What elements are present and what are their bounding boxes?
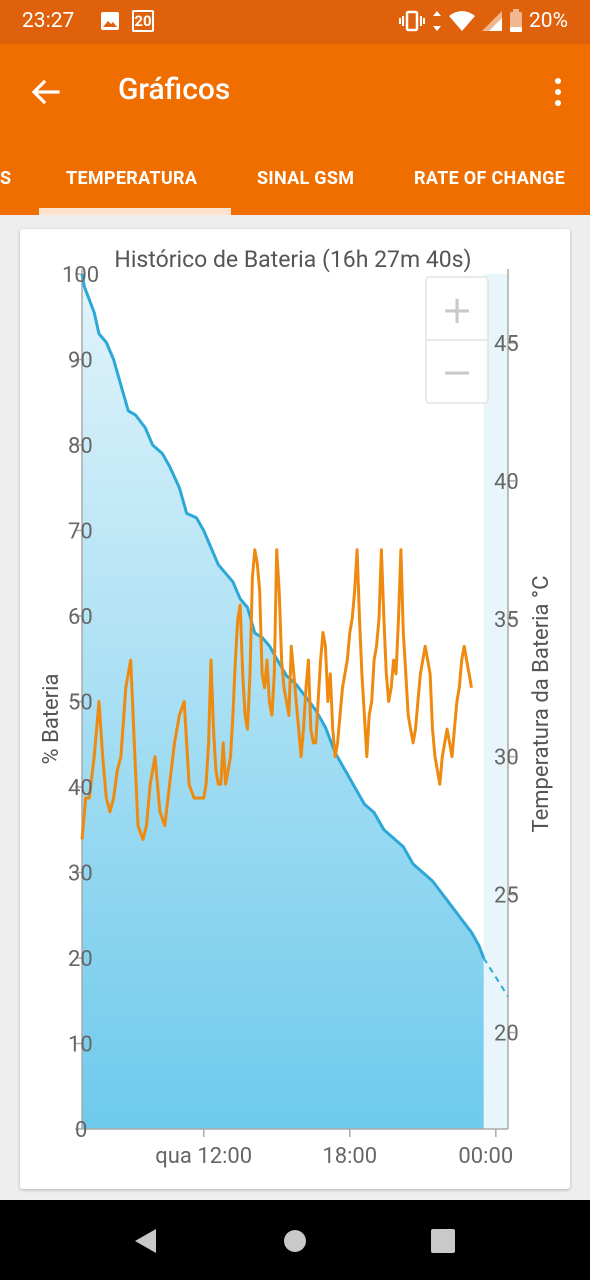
tab-partial[interactable]: S: [0, 168, 12, 189]
vibrate-icon: [399, 10, 425, 32]
y-tick-label: 10: [68, 1033, 93, 1058]
battery-area: [82, 274, 484, 1129]
y2-tick-label: 45: [494, 332, 519, 357]
battery-icon: [510, 9, 522, 32]
chart-card: 0 10 20 30 40 50 60 70 80 90 100 20 25 30 35 40 45 qua 12…: [20, 229, 570, 1189]
y-tick-label: 100: [62, 263, 99, 288]
zoom-controls: + −: [425, 276, 489, 404]
wifi-icon: [449, 11, 475, 31]
status-bar: 23:27 20 20%: [0, 0, 590, 44]
battery-history-chart[interactable]: 0 10 20 30 40 50 60 70 80 90 100 20 25 30 35 40 45 qua 12…: [20, 229, 570, 1189]
y2-tick-label: 20: [494, 1021, 519, 1046]
data-arrows-icon: [433, 11, 441, 31]
y-tick-label: 20: [68, 947, 93, 972]
zoom-out-button[interactable]: −: [441, 350, 473, 394]
battery-projection-line: [482, 957, 509, 998]
more-vert-icon[interactable]: [546, 72, 570, 112]
y-axis-label: % Bateria: [39, 674, 64, 765]
battery-series-line: [80, 273, 486, 959]
y-tick-label: 60: [68, 605, 93, 630]
temperature-series-line: [80, 548, 473, 841]
y-tick-label: 70: [68, 520, 93, 545]
y-tick-label: 90: [68, 349, 93, 374]
app-bar: Gráficos: [0, 44, 590, 138]
zoom-in-button[interactable]: +: [441, 288, 473, 332]
y2-tick-label: 30: [494, 746, 519, 771]
y-tick-label: 50: [68, 691, 93, 716]
y-tick-label: 30: [68, 862, 93, 887]
x-tick-label: 00:00: [458, 1144, 513, 1169]
projection-area: [483, 274, 508, 1129]
tab-temperatura[interactable]: TEMPERATURA: [66, 168, 198, 189]
tab-indicator: [39, 208, 231, 215]
tab-rate-of-change[interactable]: RATE OF CHANGE: [414, 168, 566, 189]
tab-bar: S TEMPERATURA SINAL GSM RATE OF CHANGE: [0, 138, 590, 215]
nav-home-icon[interactable]: [278, 1224, 312, 1258]
navigation-bar: [0, 1200, 590, 1280]
y-tick-label: 40: [68, 776, 93, 801]
y2-axis-label: Temperatura da Bateria °C: [529, 576, 554, 833]
image-icon: [101, 12, 119, 30]
tab-sinal-gsm[interactable]: SINAL GSM: [257, 168, 355, 189]
y2-tick-label: 40: [494, 470, 519, 495]
y-tick-label: 80: [68, 434, 93, 459]
y2-tick-label: 35: [494, 608, 519, 633]
arrow-left-icon[interactable]: [26, 72, 66, 112]
status-time: 23:27: [22, 9, 75, 33]
signal-icon: [482, 11, 502, 31]
chart-title: Histórico de Bateria (16h 27m 40s): [114, 246, 471, 273]
battery-percent: 20%: [529, 9, 568, 33]
nav-recents-icon[interactable]: [426, 1224, 460, 1258]
x-tick-label: qua 12:00: [155, 1144, 252, 1169]
page-title: Gráficos: [118, 72, 231, 107]
x-tick-label: 18:00: [322, 1144, 377, 1169]
y-tick-label: 0: [75, 1118, 87, 1143]
nav-back-icon[interactable]: [130, 1224, 164, 1258]
calendar-icon: 20: [132, 10, 154, 32]
y2-tick-label: 25: [494, 884, 519, 909]
